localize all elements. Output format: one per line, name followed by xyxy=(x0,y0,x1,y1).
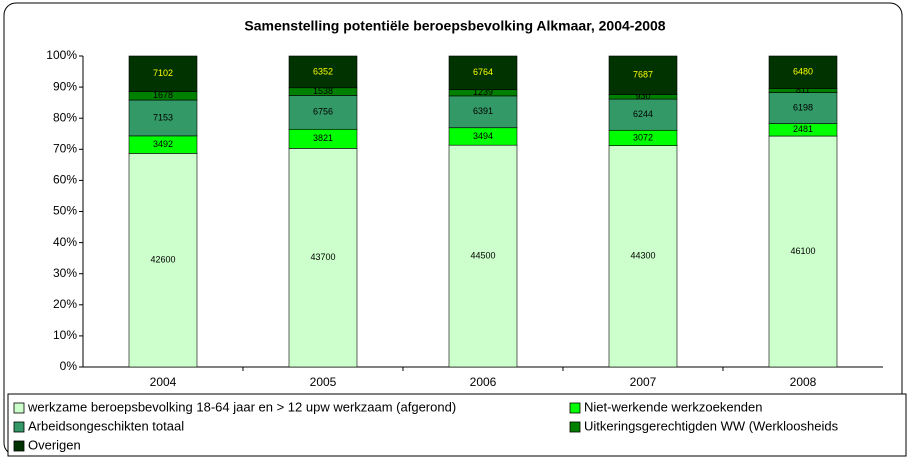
legend-label: Uitkeringsgerechtigden WW (Werkloosheids xyxy=(584,418,839,433)
y-tick-label: 80% xyxy=(53,110,77,124)
data-label: 930 xyxy=(635,91,650,101)
data-label: 7102 xyxy=(153,68,173,78)
data-label: 6756 xyxy=(313,107,333,117)
bar-segment xyxy=(768,92,838,124)
legend-label: Niet-werkende werkzoekenden xyxy=(584,399,762,414)
y-tick-label: 0% xyxy=(60,359,78,373)
y-tick-label: 10% xyxy=(53,328,77,342)
data-label: 1239 xyxy=(473,87,493,97)
x-tick-label: 2008 xyxy=(790,375,817,389)
legend-label: werkzame beroepsbevolking 18-64 jaar en … xyxy=(27,399,456,414)
bar-segment xyxy=(128,55,198,92)
y-tick-label: 100% xyxy=(46,48,77,62)
chart-title: Samenstelling potentiële beroepsbevolkin… xyxy=(244,18,665,34)
data-label: 6352 xyxy=(313,66,333,76)
data-label: 6480 xyxy=(793,67,813,77)
bar-segment xyxy=(448,95,518,129)
data-label: 3821 xyxy=(313,133,333,143)
legend-swatch xyxy=(13,421,25,433)
data-label: 6198 xyxy=(793,102,813,112)
data-label: 44500 xyxy=(470,250,495,260)
legend-swatch xyxy=(569,421,581,433)
bar-segment xyxy=(128,153,198,368)
bar-segment xyxy=(768,55,838,89)
data-label: 6244 xyxy=(633,109,653,119)
data-label: 3072 xyxy=(633,132,653,142)
bar-segment xyxy=(448,55,518,91)
legend-label: Arbeidsongeschikten totaal xyxy=(28,418,184,433)
data-label: 3494 xyxy=(473,131,493,141)
bar-segment xyxy=(128,99,198,137)
y-tick-label: 40% xyxy=(53,235,77,249)
legend-swatch xyxy=(569,402,581,414)
data-label: 44300 xyxy=(630,251,655,261)
x-tick-label: 2006 xyxy=(470,375,497,389)
data-label: 6764 xyxy=(473,67,493,77)
data-label: 2481 xyxy=(793,124,813,134)
data-label: 42600 xyxy=(150,255,175,265)
data-label: 3492 xyxy=(153,139,173,149)
bar-segment xyxy=(448,144,518,368)
data-label: 46100 xyxy=(790,246,815,256)
bar-segment xyxy=(608,98,678,131)
y-tick-label: 90% xyxy=(53,79,77,93)
data-label: 1538 xyxy=(313,86,333,96)
bar-segment xyxy=(608,145,678,368)
data-label: 6391 xyxy=(473,106,493,116)
data-label: 43700 xyxy=(310,252,335,262)
data-label: 1678 xyxy=(153,90,173,100)
y-tick-label: 70% xyxy=(53,141,77,155)
legend-swatch xyxy=(13,440,25,452)
bar-segment xyxy=(288,55,358,89)
legend-box xyxy=(7,393,907,457)
legend-swatch xyxy=(13,402,25,414)
bar-segment xyxy=(288,148,358,368)
y-tick-label: 60% xyxy=(53,173,77,187)
data-label: 811 xyxy=(796,85,810,95)
x-tick-label: 2007 xyxy=(630,375,657,389)
data-label: 7687 xyxy=(633,70,653,80)
x-tick-label: 2005 xyxy=(310,375,337,389)
y-tick-label: 20% xyxy=(53,297,77,311)
bar-segment xyxy=(768,135,838,368)
y-tick-label: 30% xyxy=(53,266,77,280)
x-tick-label: 2004 xyxy=(150,375,177,389)
bar-segment xyxy=(608,55,678,95)
data-label: 7153 xyxy=(153,112,173,122)
y-tick-label: 50% xyxy=(53,204,77,218)
legend-label: Overigen xyxy=(28,437,81,452)
